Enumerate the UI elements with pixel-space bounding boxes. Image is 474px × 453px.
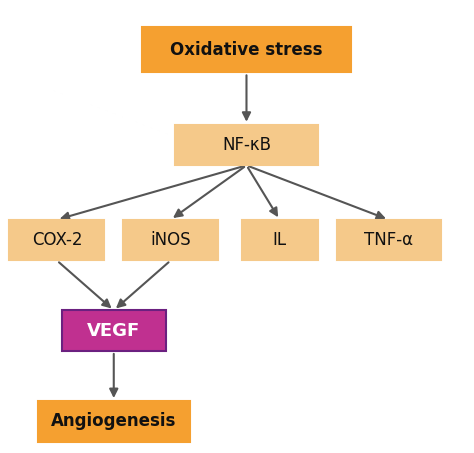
FancyBboxPatch shape xyxy=(175,125,318,165)
FancyBboxPatch shape xyxy=(142,27,351,72)
Text: Oxidative stress: Oxidative stress xyxy=(170,41,323,59)
FancyArrowPatch shape xyxy=(243,75,250,120)
Text: NF-κB: NF-κB xyxy=(222,136,271,154)
Text: COX-2: COX-2 xyxy=(32,231,82,249)
Text: Angiogenesis: Angiogenesis xyxy=(51,412,176,430)
FancyArrowPatch shape xyxy=(249,166,384,219)
FancyBboxPatch shape xyxy=(242,220,318,260)
FancyBboxPatch shape xyxy=(62,310,166,351)
FancyArrowPatch shape xyxy=(62,166,244,220)
FancyArrowPatch shape xyxy=(110,354,118,396)
Text: TNF-α: TNF-α xyxy=(364,231,413,249)
FancyArrowPatch shape xyxy=(118,262,169,307)
Text: IL: IL xyxy=(273,231,287,249)
FancyArrowPatch shape xyxy=(175,167,244,217)
FancyBboxPatch shape xyxy=(9,220,104,260)
FancyArrowPatch shape xyxy=(59,262,110,307)
Text: VEGF: VEGF xyxy=(87,322,140,340)
FancyArrowPatch shape xyxy=(248,168,277,215)
FancyBboxPatch shape xyxy=(38,401,190,442)
FancyBboxPatch shape xyxy=(337,220,441,260)
FancyBboxPatch shape xyxy=(123,220,218,260)
Text: iNOS: iNOS xyxy=(150,231,191,249)
